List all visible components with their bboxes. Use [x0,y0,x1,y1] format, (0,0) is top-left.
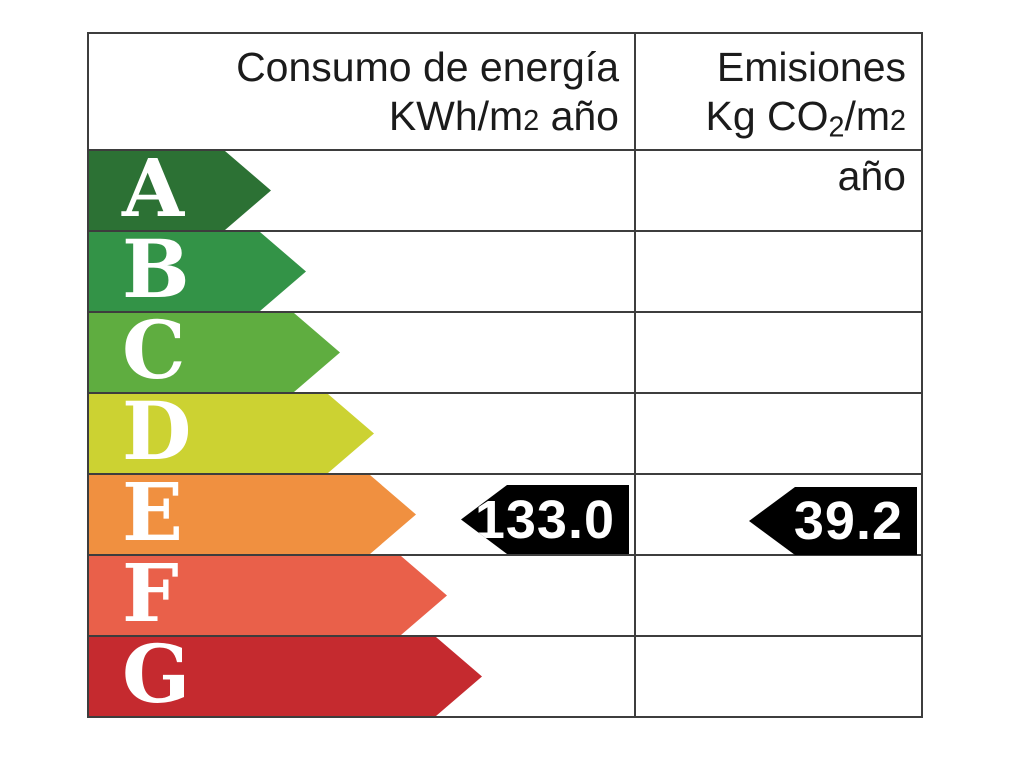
rating-row-d: D [89,392,921,473]
emisiones-cell-a [634,151,921,230]
header-consumo-line1: Consumo de energía [236,44,619,90]
subscript-2: 2 [828,111,845,144]
rating-letter: D [122,383,192,478]
rating-letter: B [122,221,190,316]
rating-arrow-g: G [89,637,482,716]
rating-letter: C [122,302,186,397]
header-consumo: Consumo de energía KWh/m2 año [89,34,634,149]
consumo-value-marker: 133.0 [461,485,629,554]
emisiones-cell-b [634,232,921,311]
rating-row-b: B [89,230,921,311]
energy-rating-table: Consumo de energía KWh/m2 año Emisiones … [87,32,923,718]
emisiones-cell-d [634,394,921,473]
rating-row-e: E [89,473,921,554]
emisiones-cell-c [634,313,921,392]
rating-arrow-d: D [89,394,374,473]
header-emisiones-line1: Emisiones [716,44,906,90]
header-consumo-unit: KWh/m2 año [388,93,619,139]
rating-letter: F [122,545,179,640]
rating-arrow-c: C [89,313,340,392]
rating-letter: E [122,464,183,559]
rating-letter: G [122,626,191,721]
header-emisiones: Emisiones Kg CO2/m2 año [634,34,921,199]
table-header-row: Consumo de energía KWh/m2 año Emisiones … [89,34,921,199]
emisiones-value: 39.2 [793,491,903,551]
rating-arrow-a: A [89,151,271,230]
rating-row-c: C [89,311,921,392]
rating-letter: A [122,140,185,235]
superscript-2: 2 [890,105,906,137]
rating-arrow-e: E [89,475,416,554]
emisiones-value-marker: 39.2 [749,487,917,555]
header-emisiones-unit: Kg CO2/m2 año [705,93,906,200]
rating-row-f: F [89,554,921,635]
superscript-2: 2 [523,105,540,137]
emisiones-cell-g [634,637,921,716]
rating-arrow-b: B [89,232,306,311]
rating-row-a: A [89,149,921,230]
emisiones-cell-e [634,475,921,554]
rating-row-g: G [89,635,921,716]
rating-arrow-f: F [89,556,447,635]
emisiones-cell-f [634,556,921,635]
consumo-value: 133.0 [474,489,615,550]
